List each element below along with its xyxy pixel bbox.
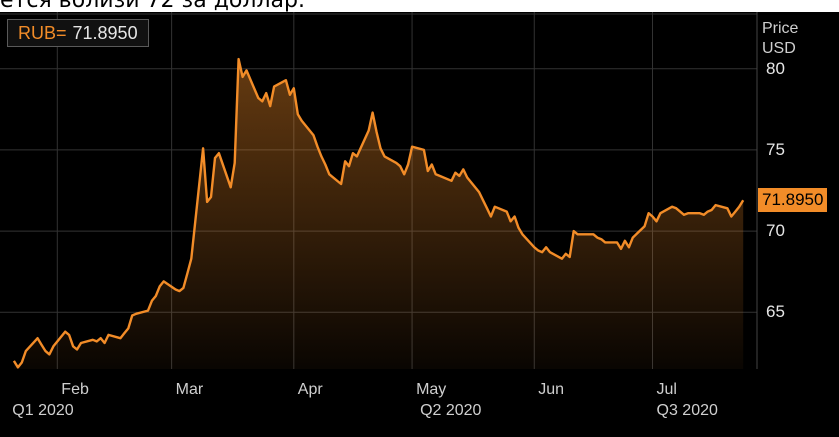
y-tick-label: 70	[766, 221, 785, 241]
line-layer	[12, 57, 745, 369]
x-quarter-label: Q1 2020	[12, 402, 74, 419]
x-month-label: Apr	[297, 381, 323, 398]
ticker-symbol: RUB=	[18, 22, 67, 43]
ticker-value: 71.8950	[72, 22, 138, 43]
x-month-label: Jun	[538, 381, 565, 398]
y-tick-label: 80	[766, 58, 785, 78]
y-axis-title-unit: USD	[762, 40, 796, 57]
x-quarter-label: Q2 2020	[420, 402, 482, 419]
x-month-label: Feb	[61, 381, 89, 398]
price-line	[12, 57, 745, 369]
chart-panel: RUB= 71.8950 Price USD 65 70 75 80 71.8950 …	[0, 12, 839, 437]
y-tick-label: 65	[766, 302, 785, 322]
y-tick-label: 75	[766, 139, 785, 159]
x-month-label: Jul	[656, 381, 677, 398]
area-layer	[13, 59, 744, 369]
x-month-label: Mar	[175, 381, 204, 398]
price-area	[13, 59, 744, 369]
y-axis-title-price: Price	[762, 20, 799, 37]
x-month-label: May	[416, 381, 447, 398]
ticker-box: RUB= 71.8950	[7, 19, 149, 47]
top-caption: ется вблизи 72 за доллар.	[0, 0, 305, 13]
x-quarter-label: Q3 2020	[656, 402, 718, 419]
price-chart	[0, 12, 758, 369]
last-price-badge: 71.8950	[758, 188, 828, 213]
